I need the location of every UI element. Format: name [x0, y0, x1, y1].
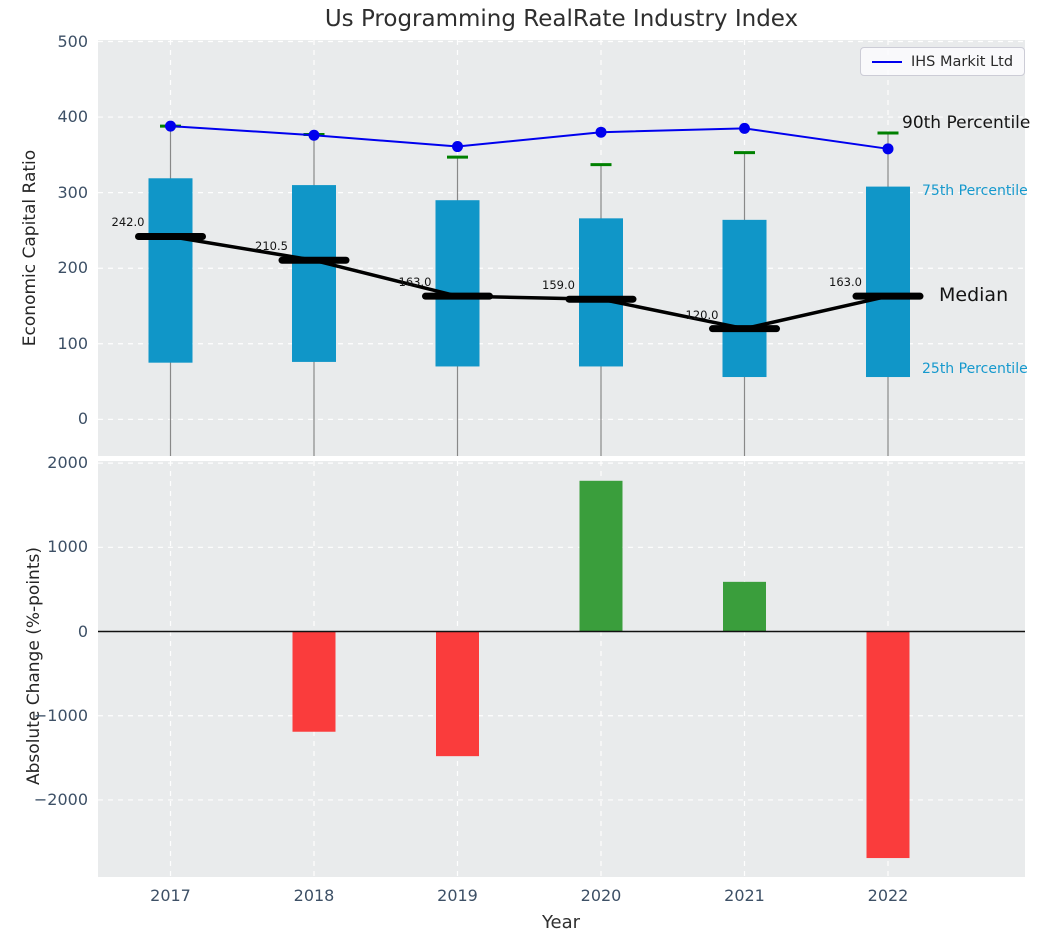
- y-axis-label-top: Economic Capital Ratio: [20, 149, 40, 347]
- bar-negative: [866, 631, 910, 859]
- chart-canvas: [98, 461, 1025, 877]
- y-tick-label: 0: [77, 621, 88, 641]
- ihs-markit-point: [308, 129, 320, 141]
- y-tick-label: 100: [57, 333, 88, 353]
- percentile-box: [866, 186, 910, 378]
- bar-positive: [723, 581, 766, 632]
- percentile-box: [148, 178, 193, 363]
- bar-positive: [579, 480, 623, 632]
- percentile-box: [722, 219, 767, 378]
- median-value-label: 163.0: [829, 275, 862, 290]
- y-tick-label: 500: [57, 31, 88, 51]
- y-tick-label: 400: [57, 107, 88, 127]
- bar-negative: [292, 631, 336, 732]
- chart-title: Us Programming RealRate Industry Index: [324, 6, 799, 32]
- median-value-label: 242.0: [111, 215, 145, 230]
- x-tick-label: 2018: [293, 886, 335, 905]
- legend-label: IHS Markit Ltd: [911, 53, 1014, 70]
- x-tick-label: 2021: [724, 886, 765, 905]
- legend-line-swatch-icon: [872, 60, 902, 63]
- top-panel-box-plot: [98, 40, 1025, 456]
- percentile-box: [435, 200, 480, 367]
- x-axis-label: Year: [541, 912, 581, 933]
- x-tick-label: 2019: [437, 886, 478, 905]
- legend: IHS Markit Ltd: [860, 47, 1026, 76]
- median-value-label: 210.5: [255, 239, 288, 254]
- x-tick-label: 2022: [867, 886, 909, 905]
- median-value-label: 159.0: [542, 278, 575, 293]
- bar-negative: [436, 631, 479, 757]
- y-tick-label: 1000: [47, 537, 88, 557]
- y-tick-label: −2000: [33, 789, 88, 809]
- x-tick-label: 2017: [150, 886, 191, 905]
- ihs-markit-point: [452, 141, 463, 153]
- x-tick-label: 2020: [580, 886, 622, 905]
- ihs-markit-line: [170, 125, 889, 150]
- annotation-90th-percentile: 90th Percentile: [902, 113, 1031, 133]
- median-value-label: 120.0: [685, 307, 719, 322]
- y-tick-label: −1000: [33, 705, 88, 725]
- bottom-panel-bar-chart: [98, 461, 1025, 877]
- median-value-label: 163.0: [398, 275, 432, 290]
- ihs-markit-point: [739, 122, 750, 134]
- chart-canvas: [98, 40, 1025, 456]
- ihs-markit-point: [165, 120, 176, 132]
- ihs-markit-point: [595, 126, 607, 138]
- y-tick-label: 300: [57, 182, 88, 202]
- y-tick-label: 2000: [47, 453, 88, 473]
- annotation-median: Median: [939, 284, 1009, 306]
- annotation-25th-percentile: 25th Percentile: [922, 361, 1028, 377]
- annotation-75th-percentile: 75th Percentile: [922, 183, 1028, 199]
- median-line: [170, 234, 889, 331]
- y-tick-label: 0: [77, 409, 88, 429]
- y-tick-label: 200: [57, 258, 88, 278]
- ihs-markit-point: [882, 143, 894, 155]
- percentile-box: [579, 218, 623, 367]
- percentile-box: [292, 185, 336, 362]
